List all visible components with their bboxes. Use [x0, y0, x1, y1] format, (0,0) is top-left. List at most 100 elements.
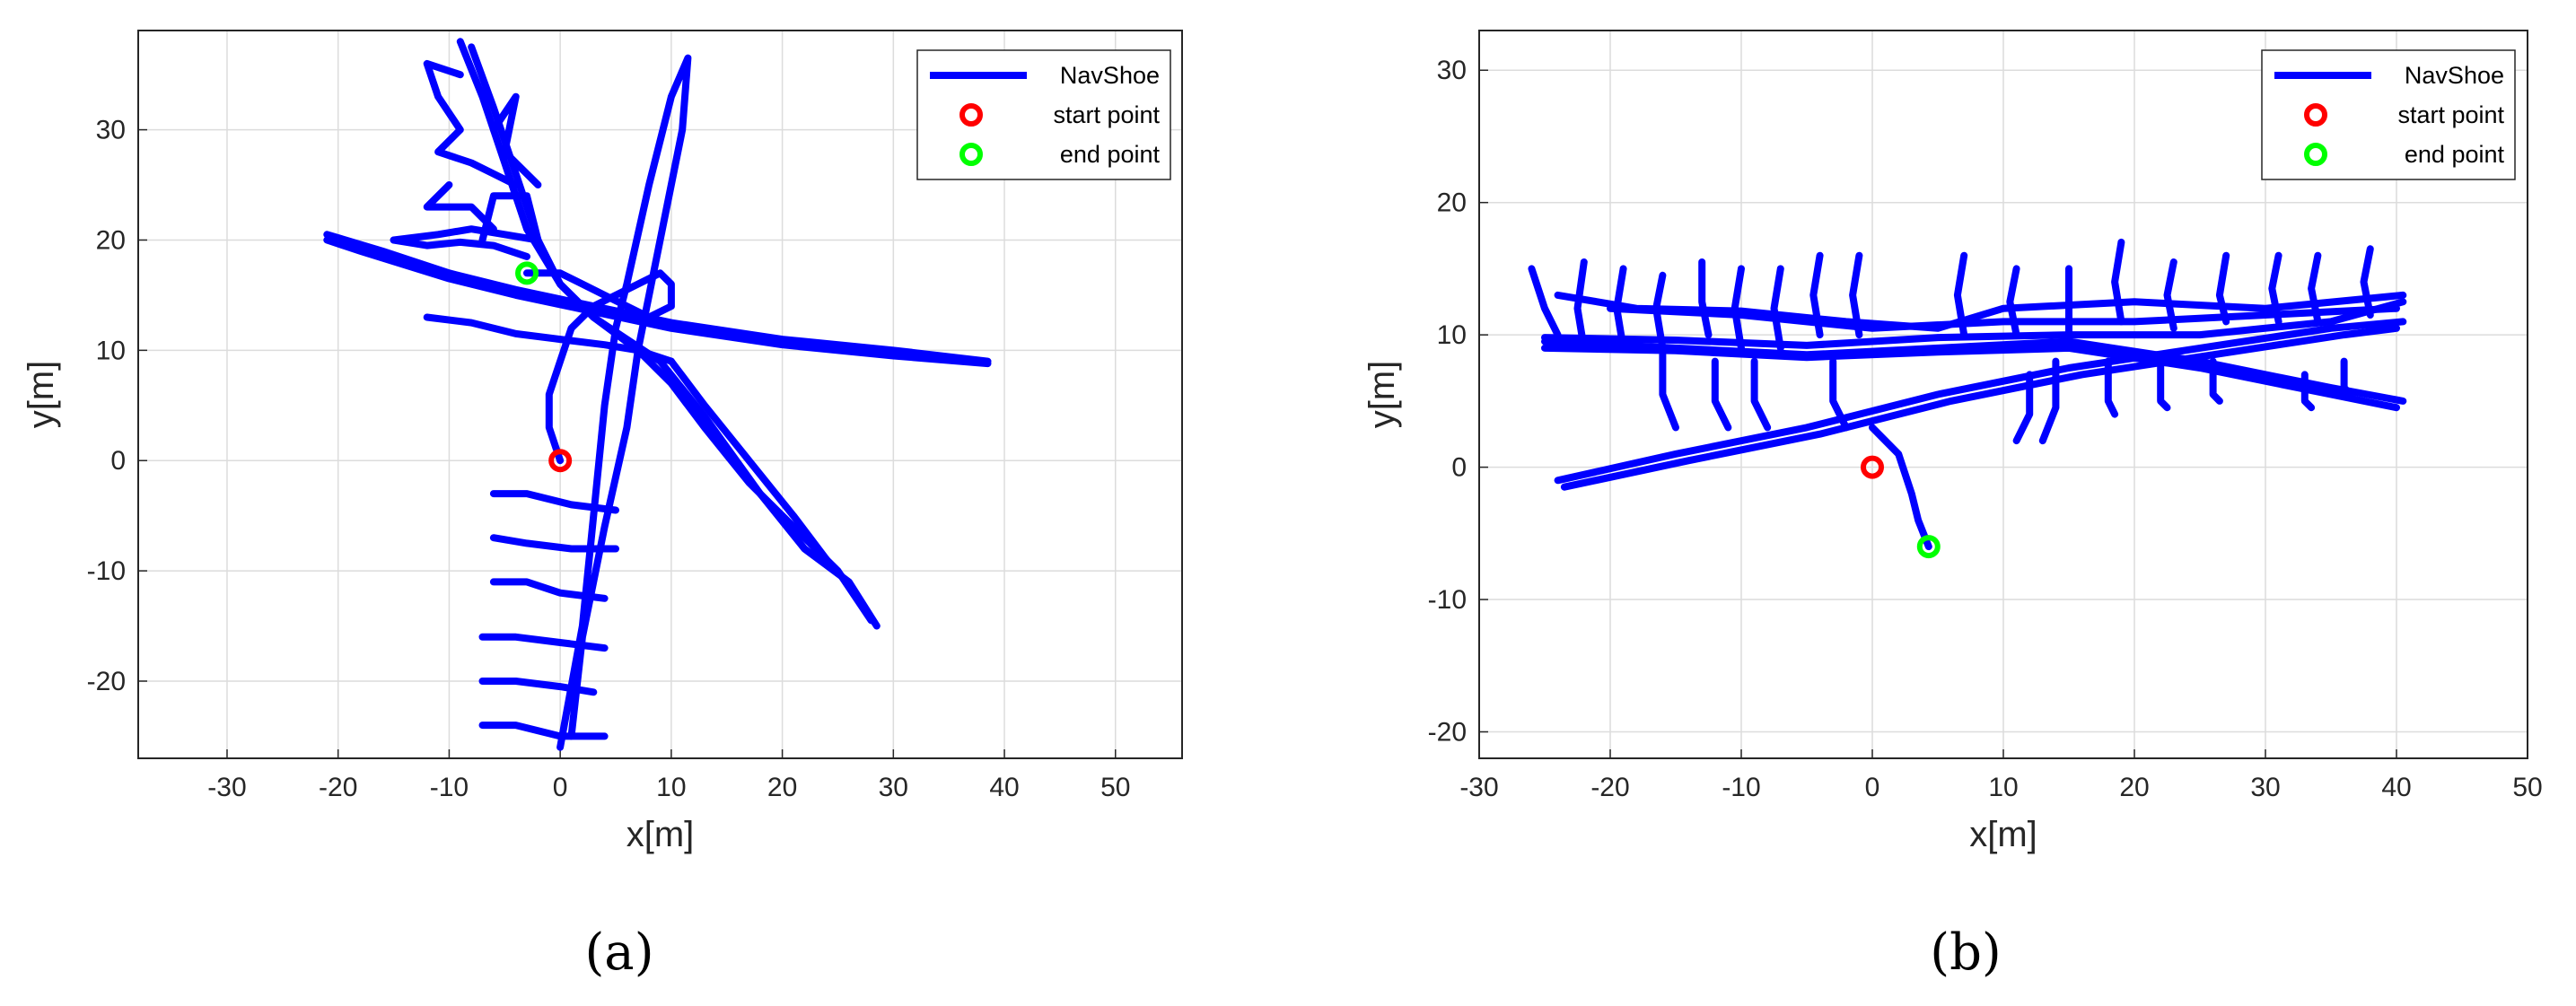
panel-label: (a) [584, 923, 653, 982]
legend: NavShoe start point end point [916, 49, 1171, 180]
navshoe-trajectory [423, 59, 520, 188]
legend-entry: start point [2397, 101, 2504, 128]
chart-panel-a: -30 -20 -10 0 10 20 30 40 50 -20 -10 0 10 20 30 x[m] y[m… [22, 30, 1183, 982]
navshoe-trajectory [1659, 351, 1679, 432]
navshoe-trajectory [1613, 265, 1627, 352]
y-tick-label: -10 [87, 556, 126, 586]
navshoe-trajectory [1541, 298, 2407, 349]
navshoe-trajectory [1698, 258, 1713, 339]
navshoe-trajectory [1953, 251, 1968, 339]
navshoe-trajectory [2268, 251, 2282, 326]
y-tick-label: -20 [1428, 718, 1467, 748]
x-tick-label: 10 [1988, 773, 2018, 802]
legend-entry: NavShoe [1060, 62, 1160, 89]
navshoe-trajectory [478, 722, 609, 740]
x-tick-label: -10 [1722, 773, 1760, 802]
navshoe-trajectory [1607, 304, 2400, 332]
navshoe-trajectory [2308, 251, 2322, 326]
y-tick-label: 10 [96, 336, 126, 365]
navshoe-trajectory [1809, 251, 1824, 339]
navshoe-trajectory [2111, 238, 2125, 326]
panel-label: (b) [1930, 923, 2002, 982]
x-tick-label: 10 [656, 773, 686, 802]
x-tick-label: 20 [2119, 773, 2149, 802]
navshoe-trajectory [423, 181, 497, 233]
x-tick-label: 50 [2512, 773, 2542, 802]
navshoe-trajectory [489, 92, 542, 188]
legend-entry: end point [1060, 141, 1161, 168]
navshoe-trajectory [2038, 357, 2060, 445]
start-point-marker [1861, 455, 1884, 479]
x-tick-label: 30 [879, 773, 908, 802]
y-tick-label: 10 [1437, 320, 1467, 350]
navshoe-trajectory [1528, 265, 1562, 339]
navshoe-trajectory [2340, 357, 2354, 398]
x-tick-label: -20 [319, 773, 357, 802]
navshoe-trajectory [1554, 318, 2407, 485]
y-tick-label: 20 [96, 225, 126, 255]
y-tick-label: 30 [1437, 56, 1467, 85]
legend-marker-start [2304, 103, 2327, 127]
x-tick-label: -30 [1459, 773, 1498, 802]
navshoe-trajectory [390, 225, 542, 244]
navshoe-trajectory [390, 236, 530, 260]
legend-marker-start [959, 103, 983, 127]
navshoe-trajectory [478, 192, 542, 244]
x-tick-label: 0 [553, 773, 568, 802]
navshoe-trajectory [478, 678, 598, 696]
x-tick-label: 0 [1865, 773, 1880, 802]
navshoe-trajectory [2104, 357, 2119, 418]
navshoe-trajectory [1560, 324, 2400, 491]
navshoe-trajectory [423, 313, 675, 365]
legend-marker-end [959, 143, 983, 166]
legend-entry: start point [1053, 101, 1160, 128]
navshoe-trajectory [1652, 271, 1667, 352]
x-axis-label: x[m] [626, 815, 695, 854]
legend-entry: end point [2405, 141, 2505, 168]
navshoe-trajectory [2163, 258, 2177, 332]
y-tick-label: -10 [1428, 585, 1467, 615]
start-point-marker [548, 449, 573, 473]
navshoe-trajectory [1711, 357, 1732, 432]
x-tick-label: 30 [2250, 773, 2280, 802]
navshoe-trajectory [2157, 357, 2171, 412]
axes-box [137, 30, 1183, 759]
chart-panel-b: -30 -20 -10 0 10 20 30 40 50 -20 -10 0 10 20 30 x[m] y[m… [1362, 30, 2543, 982]
x-tick-label: -30 [207, 773, 246, 802]
navshoe-trajectory [1573, 258, 1588, 352]
navshoe-trajectory [1770, 265, 1784, 352]
navshoe-trajectory [2300, 371, 2316, 412]
navshoe-trajectory [1541, 344, 2400, 412]
y-axis-label: y[m] [22, 361, 61, 429]
trajectory-group [323, 38, 992, 751]
navshoe-trajectory [2209, 357, 2223, 405]
navshoe-trajectory [1750, 357, 1772, 432]
x-tick-label: 40 [989, 773, 1019, 802]
y-tick-label: 20 [1437, 188, 1467, 218]
navshoe-trajectory [556, 54, 692, 751]
navshoe-trajectory [1849, 251, 1863, 339]
x-tick-label: 40 [2381, 773, 2411, 802]
navshoe-trajectory [667, 357, 831, 564]
navshoe-trajectory [489, 490, 619, 514]
trajectory-group [1528, 238, 2407, 551]
navshoe-trajectory [2215, 251, 2230, 326]
legend: NavShoe start point end point [2261, 49, 2516, 180]
y-axis-label: y[m] [1362, 361, 1402, 429]
navshoe-trajectory [2360, 245, 2374, 319]
x-tick-label: 20 [767, 773, 797, 802]
legend-marker-end [2304, 143, 2327, 166]
y-tick-label: -20 [87, 667, 126, 696]
x-tick-label: -20 [1590, 773, 1629, 802]
navshoe-trajectory [489, 578, 609, 602]
navshoe-trajectory [2012, 371, 2034, 445]
navshoe-trajectory [1730, 265, 1745, 352]
x-axis-label: x[m] [1969, 815, 2037, 854]
y-tick-label: 0 [1451, 453, 1467, 483]
navshoe-trajectory [489, 534, 619, 553]
end-point-marker [515, 261, 539, 285]
navshoe-trajectory [1869, 424, 1932, 551]
navshoe-trajectory [323, 231, 992, 365]
navshoe-trajectory [523, 269, 675, 465]
